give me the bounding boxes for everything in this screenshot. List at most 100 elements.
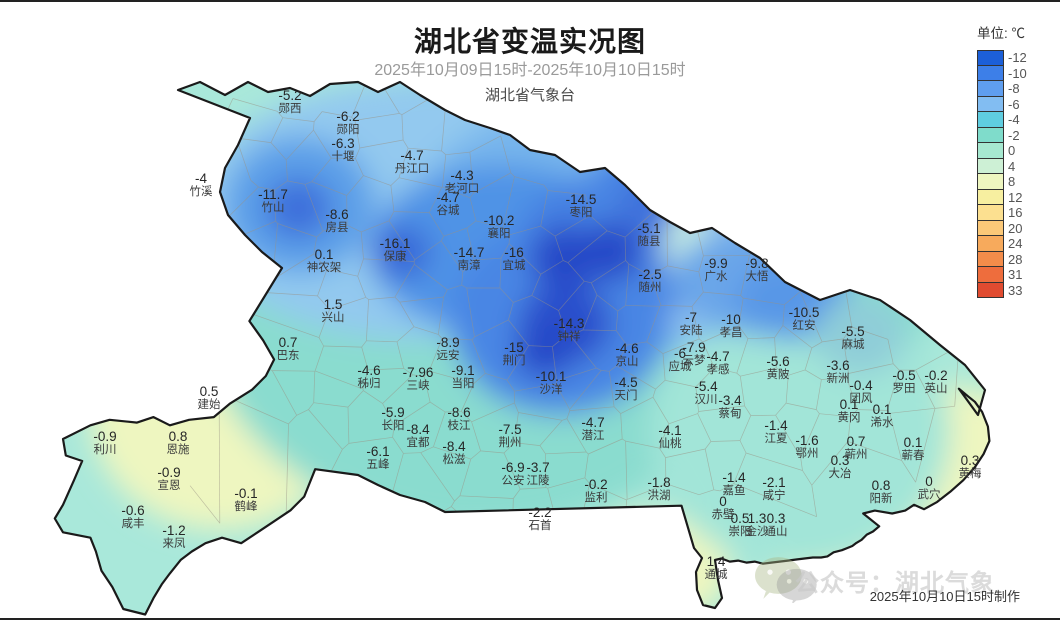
svg-text:竹溪: 竹溪 — [190, 184, 213, 198]
svg-text:荆门: 荆门 — [503, 353, 526, 367]
svg-text:武穴: 武穴 — [918, 487, 941, 501]
svg-text:谷城: 谷城 — [437, 204, 460, 217]
svg-text:恩施: 恩施 — [167, 443, 190, 456]
svg-text:三峡: 三峡 — [407, 378, 430, 392]
svg-text:安陆: 安陆 — [680, 323, 703, 337]
svg-text:1.4: 1.4 — [707, 554, 726, 569]
svg-text:蕲春: 蕲春 — [902, 449, 925, 462]
svg-text:-0.9: -0.9 — [157, 465, 180, 480]
svg-text:保康: 保康 — [384, 249, 407, 263]
svg-text:-10.1: -10.1 — [536, 369, 567, 384]
svg-text:-9.8: -9.8 — [745, 256, 768, 271]
svg-text:麻城: 麻城 — [842, 337, 865, 351]
svg-text:-5.2: -5.2 — [278, 88, 301, 103]
svg-text:-8.4: -8.4 — [442, 439, 466, 454]
svg-text:石首: 石首 — [529, 518, 552, 532]
svg-text:通山: 通山 — [765, 525, 788, 538]
svg-text:-8.9: -8.9 — [436, 335, 459, 350]
svg-text:-8.6: -8.6 — [325, 207, 348, 222]
svg-text:咸宁: 咸宁 — [763, 488, 786, 502]
svg-text:0.3: 0.3 — [961, 453, 980, 468]
svg-text:-4.5: -4.5 — [614, 375, 637, 390]
svg-text:竹山: 竹山 — [262, 200, 285, 214]
svg-text:巴东: 巴东 — [277, 349, 300, 362]
svg-text:汉川: 汉川 — [695, 393, 718, 406]
svg-text:阳新: 阳新 — [870, 491, 893, 505]
svg-text:-7.96: -7.96 — [403, 365, 434, 380]
svg-text:英山: 英山 — [925, 381, 948, 395]
svg-text:江夏: 江夏 — [765, 432, 788, 445]
svg-text:0.1: 0.1 — [904, 435, 923, 450]
svg-text:-6.3: -6.3 — [331, 136, 354, 151]
svg-text:浠水: 浠水 — [871, 415, 894, 429]
svg-text:0.1: 0.1 — [840, 397, 859, 412]
svg-text:江陵: 江陵 — [527, 474, 550, 487]
svg-text:-5.6: -5.6 — [766, 354, 789, 369]
svg-text:-10.2: -10.2 — [484, 213, 515, 228]
svg-text:-14.3: -14.3 — [554, 316, 585, 331]
svg-text:-9.9: -9.9 — [704, 256, 727, 271]
svg-text:-1.8: -1.8 — [647, 475, 670, 490]
svg-text:-14.5: -14.5 — [566, 192, 597, 207]
svg-text:荆州: 荆州 — [499, 436, 522, 449]
svg-text:大冶: 大冶 — [829, 466, 852, 480]
svg-text:仙桃: 仙桃 — [659, 436, 682, 450]
svg-text:-0.5: -0.5 — [892, 368, 915, 383]
svg-text:通城: 通城 — [705, 568, 728, 581]
svg-text:鄂州: 鄂州 — [796, 447, 819, 460]
svg-text:-7.5: -7.5 — [498, 422, 521, 437]
svg-text:0.5: 0.5 — [200, 384, 219, 399]
svg-text:-1.4: -1.4 — [722, 470, 746, 485]
svg-text:-0.1: -0.1 — [234, 486, 257, 501]
svg-text:南漳: 南漳 — [458, 258, 481, 272]
svg-text:0.3: 0.3 — [831, 453, 850, 468]
svg-text:-0.2: -0.2 — [584, 477, 607, 492]
svg-text:新洲: 新洲 — [827, 371, 850, 385]
svg-text:-6.9: -6.9 — [501, 460, 524, 475]
svg-text:-16: -16 — [504, 245, 524, 260]
svg-text:0.8: 0.8 — [169, 429, 188, 444]
svg-text:天门: 天门 — [615, 388, 638, 402]
svg-text:钟祥: 钟祥 — [558, 329, 581, 343]
svg-text:0.8: 0.8 — [872, 478, 891, 493]
svg-text:秭归: 秭归 — [358, 376, 381, 390]
svg-text:襄阳: 襄阳 — [488, 226, 511, 240]
svg-text:鹤峰: 鹤峰 — [235, 499, 258, 513]
svg-text:枣阳: 枣阳 — [570, 206, 593, 219]
svg-text:蔡甸: 蔡甸 — [719, 407, 742, 420]
svg-text:-16.1: -16.1 — [380, 236, 411, 251]
svg-text:郧西: 郧西 — [279, 102, 302, 115]
svg-text:随县: 随县 — [638, 234, 661, 248]
svg-text:孝昌: 孝昌 — [720, 326, 743, 339]
svg-text:-15: -15 — [504, 340, 524, 355]
svg-text:十堰: 十堰 — [332, 149, 355, 163]
svg-text:-0.4: -0.4 — [849, 378, 873, 393]
svg-text:0.1: 0.1 — [315, 247, 334, 262]
svg-text:0.5: 0.5 — [731, 511, 750, 526]
svg-text:宜城: 宜城 — [503, 258, 526, 272]
svg-text:-1.2: -1.2 — [162, 523, 185, 538]
svg-text:0.3: 0.3 — [767, 511, 786, 526]
svg-text:枝江: 枝江 — [448, 418, 471, 432]
svg-text:洪湖: 洪湖 — [648, 488, 671, 502]
svg-text:红安: 红安 — [793, 318, 816, 332]
svg-text:丹江口: 丹江口 — [395, 162, 430, 175]
svg-text:-8.4: -8.4 — [406, 422, 430, 437]
svg-text:黄冈: 黄冈 — [838, 410, 861, 424]
svg-text:-8.6: -8.6 — [447, 405, 470, 420]
svg-text:-0.2: -0.2 — [924, 368, 947, 383]
svg-text:沙洋: 沙洋 — [540, 382, 563, 396]
svg-text:1.3: 1.3 — [748, 511, 767, 526]
svg-text:-3.6: -3.6 — [826, 358, 849, 373]
svg-text:-4.1: -4.1 — [658, 423, 681, 438]
svg-text:0: 0 — [719, 494, 727, 509]
svg-text:-4.6: -4.6 — [357, 363, 380, 378]
svg-text:监利: 监利 — [585, 491, 608, 504]
svg-text:宣恩: 宣恩 — [158, 478, 181, 492]
svg-text:当阳: 当阳 — [452, 376, 475, 390]
svg-text:-3.4: -3.4 — [718, 393, 742, 408]
svg-text:郧阳: 郧阳 — [337, 123, 360, 136]
svg-text:-1.6: -1.6 — [795, 433, 818, 448]
svg-text:潜江: 潜江 — [582, 428, 605, 442]
svg-text:-5.1: -5.1 — [637, 221, 660, 236]
